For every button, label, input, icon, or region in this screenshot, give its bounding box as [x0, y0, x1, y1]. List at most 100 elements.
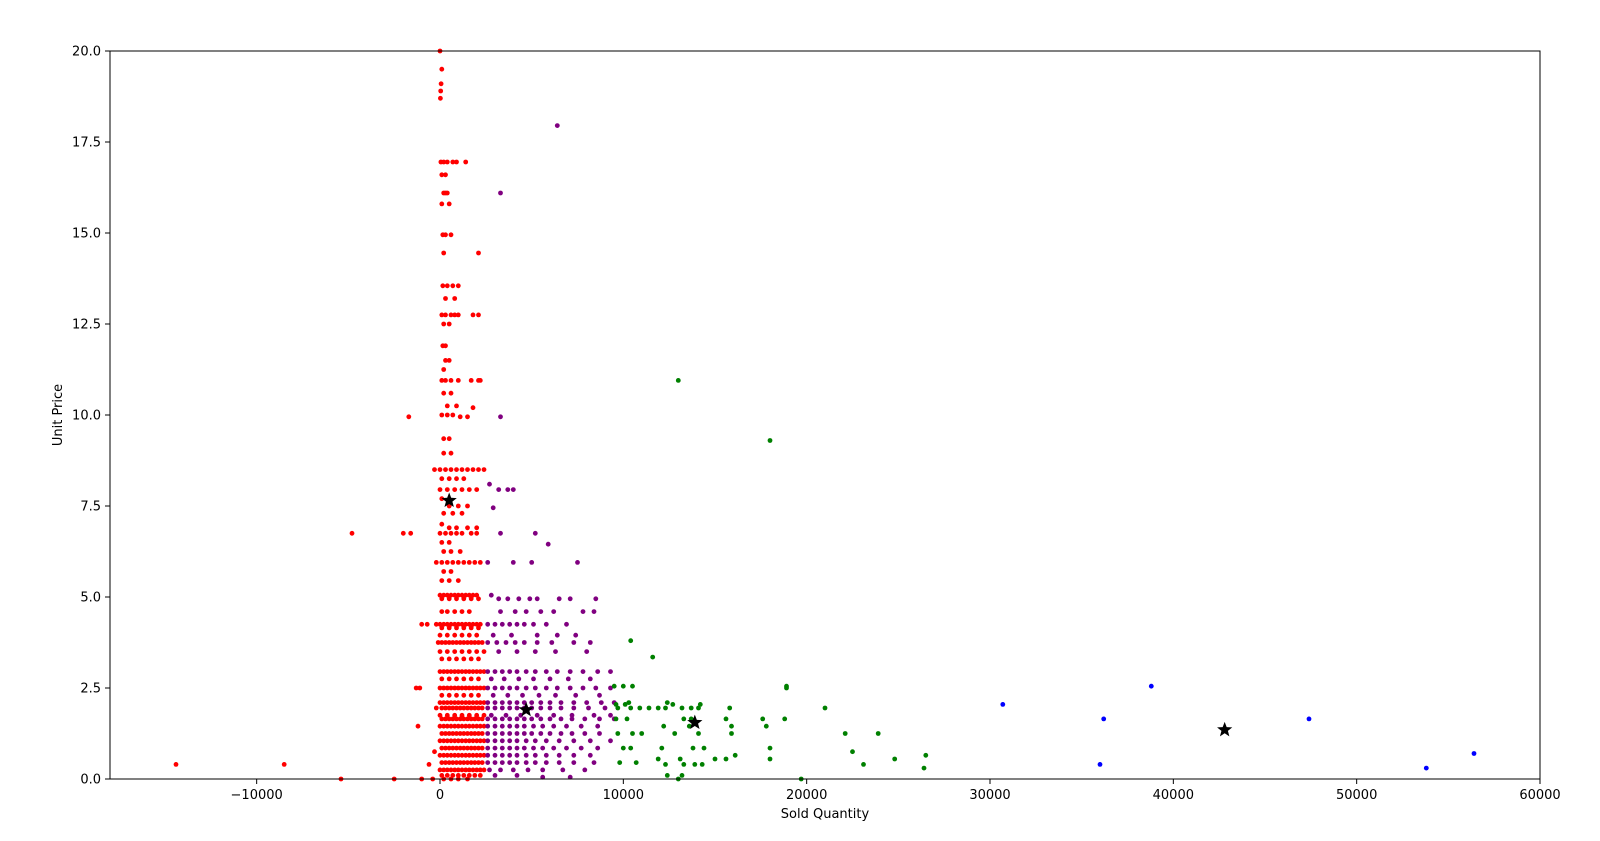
scatter-point — [444, 752, 450, 758]
scatter-point — [510, 767, 516, 773]
x-tick-label: 0 — [436, 788, 444, 803]
scatter-point — [613, 716, 619, 722]
x-axis-label: Sold Quantity — [781, 807, 870, 822]
scatter-point — [554, 685, 560, 691]
scatter-point — [492, 685, 498, 691]
scatter-point — [523, 738, 529, 744]
scatter-point — [492, 723, 498, 729]
y-tick-label: 5.0 — [80, 591, 101, 606]
scatter-point — [477, 773, 483, 778]
scatter-point — [514, 716, 520, 722]
scatter-point — [681, 716, 687, 722]
scatter-point — [543, 621, 549, 627]
scatter-point — [446, 676, 452, 682]
scatter-point — [521, 731, 527, 736]
scatter-point — [468, 640, 474, 645]
scatter-point — [472, 731, 478, 736]
scatter-point — [727, 705, 733, 711]
scatter-point — [514, 745, 520, 751]
scatter-point — [611, 683, 617, 689]
scatter-point — [454, 640, 459, 645]
scatter-point — [532, 738, 538, 744]
scatter-point — [461, 640, 467, 645]
scatter-point — [455, 700, 461, 705]
scatter-point — [435, 640, 441, 645]
scatter-point — [439, 540, 445, 545]
scatter-point — [443, 296, 448, 301]
scatter-point — [459, 712, 465, 718]
scatter-point — [468, 745, 474, 751]
scatter-point — [686, 723, 692, 729]
scatter-point — [454, 596, 459, 602]
scatter-point — [597, 716, 602, 722]
scatter-point — [433, 621, 439, 627]
scatter-point — [499, 738, 505, 744]
scatter-point — [439, 760, 445, 765]
plot-frame — [109, 50, 1541, 780]
scatter-point — [628, 745, 634, 751]
scatter-point — [454, 716, 459, 722]
scatter-point — [608, 738, 613, 744]
scatter-point — [415, 723, 421, 729]
centroid-star — [518, 701, 534, 717]
scatter-point — [571, 760, 577, 765]
scatter-point — [470, 405, 476, 411]
scatter-point — [512, 640, 518, 645]
scatter-point — [448, 549, 454, 554]
y-tick-label: 20.0 — [72, 45, 101, 60]
scatter-point — [465, 716, 470, 722]
scatter-point — [459, 767, 465, 773]
scatter-point — [468, 705, 474, 711]
scatter-point — [507, 669, 513, 674]
scatter-point — [1148, 683, 1154, 689]
scatter-point — [712, 756, 718, 762]
scatter-point — [444, 669, 450, 674]
scatter-point — [556, 760, 562, 765]
scatter-point — [454, 656, 459, 662]
scatter-point — [496, 596, 502, 602]
scatter-point — [767, 756, 773, 762]
x-tick-label: 60000 — [1519, 788, 1560, 803]
scatter-point — [543, 760, 549, 765]
scatter-point — [437, 752, 443, 758]
scatter-point — [472, 560, 478, 565]
scatter-point — [516, 676, 522, 682]
scatter-point — [419, 621, 425, 627]
scatter-point — [454, 525, 459, 531]
scatter-point — [468, 760, 474, 765]
scatter-point — [443, 172, 448, 178]
scatter-point — [477, 685, 483, 691]
scatter-point — [485, 752, 491, 758]
scatter-point — [459, 592, 465, 598]
scatter-point — [439, 596, 445, 602]
scatter-point — [349, 530, 355, 536]
scatter-point — [628, 705, 634, 711]
scatter-point — [439, 640, 445, 645]
scatter-point — [455, 738, 461, 744]
scatter-point — [466, 738, 472, 744]
scatter-point — [443, 190, 448, 196]
scatter-point — [461, 773, 467, 778]
scatter-point — [441, 367, 447, 372]
scatter-point — [474, 685, 480, 691]
scatter-point — [637, 705, 643, 711]
scatter-point — [474, 712, 480, 718]
scatter-point — [448, 450, 454, 456]
scatter-point — [527, 596, 533, 602]
scatter-point — [443, 467, 448, 472]
scatter-point — [507, 760, 513, 765]
scatter-point — [477, 752, 483, 758]
scatter-point — [538, 705, 544, 711]
scatter-point — [514, 700, 520, 705]
scatter-point — [448, 232, 454, 238]
scatter-point — [474, 649, 480, 654]
scatter-point — [523, 760, 529, 765]
scatter-point — [454, 403, 459, 409]
scatter-point — [582, 716, 588, 722]
scatter-point — [578, 745, 584, 751]
scatter-point — [459, 669, 465, 674]
scatter-point — [558, 700, 564, 705]
scatter-point — [481, 649, 487, 654]
scatter-point — [477, 560, 483, 565]
scatter-point — [571, 640, 577, 645]
